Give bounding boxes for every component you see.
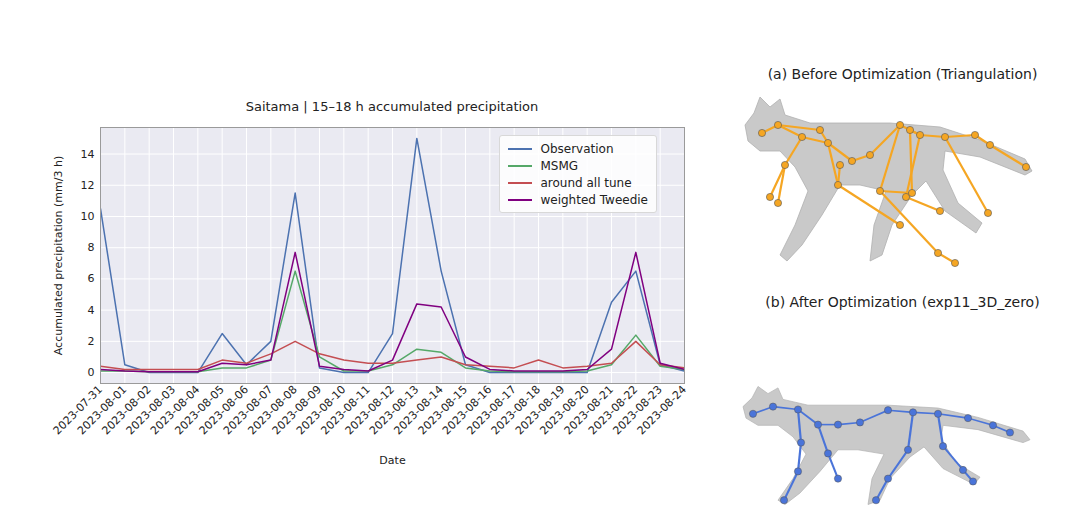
svg-text:2023-08-20: 2023-08-20 <box>537 382 592 438</box>
svg-text:2023-08-15: 2023-08-15 <box>415 382 471 438</box>
svg-text:2023-08-04: 2023-08-04 <box>148 382 203 438</box>
svg-text:2023-08-17: 2023-08-17 <box>464 382 519 438</box>
svg-text:2023-08-16: 2023-08-16 <box>440 382 495 438</box>
svg-text:2023-08-01: 2023-08-01 <box>75 382 130 438</box>
svg-text:2023-08-18: 2023-08-18 <box>488 382 544 438</box>
html-text:(a) Before Optimization (Trian: (a) Before Optimization (Triangulation) <box>767 66 1038 82</box>
svg-text:14: 14 <box>81 148 95 161</box>
svg-text:2023-08-09: 2023-08-09 <box>269 382 325 438</box>
svg-text:10: 10 <box>81 210 95 223</box>
svg-text:2023-08-08: 2023-08-08 <box>245 382 300 438</box>
html-text:Saitama | 15–18 h accumulated: Saitama | 15–18 h accumulated precipitat… <box>245 99 539 114</box>
svg-text:2023-08-23: 2023-08-23 <box>610 382 665 438</box>
svg-text:Accumulated precipitation (mm/: Accumulated precipitation (mm/3 h) <box>52 156 65 355</box>
svg-text:2023-08-06: 2023-08-06 <box>196 382 252 438</box>
svg-text:6: 6 <box>88 272 95 285</box>
svg-text:2023-08-03: 2023-08-03 <box>123 382 179 438</box>
html-text:around all tune: around all tune <box>540 175 632 190</box>
svg-text:2023-08-22: 2023-08-22 <box>586 382 641 438</box>
svg-text:2023-08-10: 2023-08-10 <box>294 382 349 438</box>
svg-text:2: 2 <box>88 335 95 348</box>
svg-text:4: 4 <box>88 304 95 317</box>
html-text:(b) After Optimization (exp11_: (b) After Optimization (exp11_3D_zero) <box>765 294 1040 310</box>
svg-text:2023-08-11: 2023-08-11 <box>318 382 373 438</box>
svg-text:2023-07-31: 2023-07-31 <box>50 382 106 438</box>
svg-text:2023-08-24: 2023-08-24 <box>635 383 689 437</box>
svg-text:2023-08-13: 2023-08-13 <box>367 382 422 438</box>
html-text:weighted Tweedie: weighted Tweedie <box>540 192 648 207</box>
html-text:MSMG: MSMG <box>540 158 579 173</box>
html-text:Observation: Observation <box>540 141 614 156</box>
svg-text:2023-08-12: 2023-08-12 <box>342 382 398 438</box>
svg-text:12: 12 <box>81 179 95 192</box>
svg-text:2023-08-02: 2023-08-02 <box>99 382 154 438</box>
svg-text:2023-08-14: 2023-08-14 <box>391 382 446 438</box>
svg-text:0: 0 <box>88 366 95 379</box>
svg-text:8: 8 <box>88 241 95 254</box>
svg-text:2023-08-19: 2023-08-19 <box>513 382 568 438</box>
svg-text:2023-08-07: 2023-08-07 <box>221 382 276 438</box>
svg-text:Date: Date <box>379 454 406 467</box>
svg-text:2023-08-21: 2023-08-21 <box>561 382 617 438</box>
svg-text:2023-08-05: 2023-08-05 <box>172 382 227 438</box>
